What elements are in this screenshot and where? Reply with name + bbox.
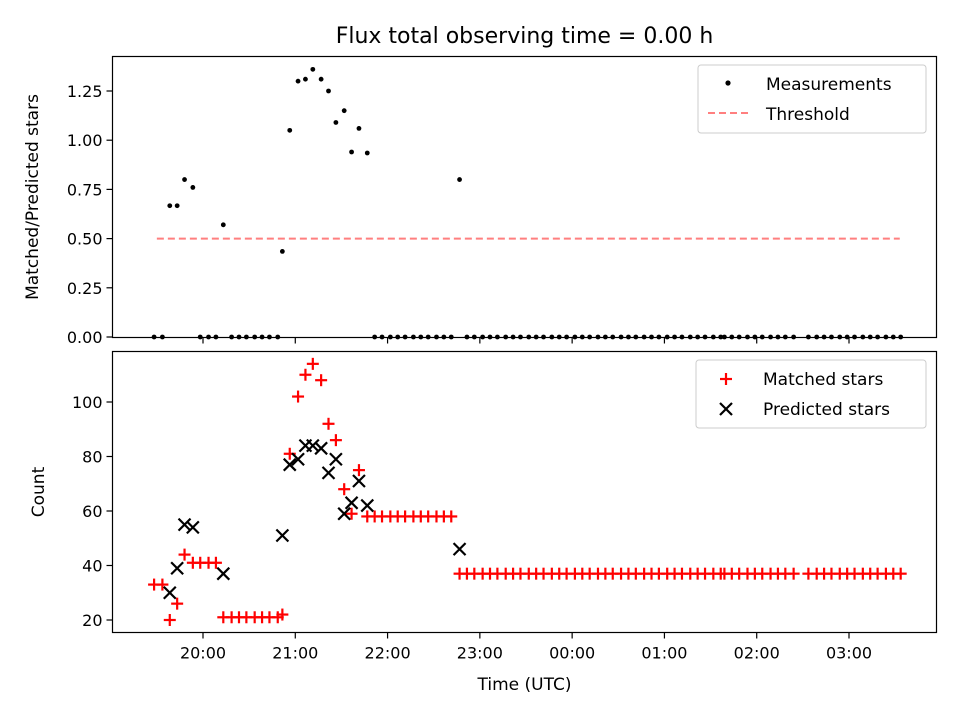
figure-title: Flux total observing time = 0.00 h [336,24,714,49]
predicted-star-point [337,506,351,521]
matched-star-point [338,483,351,496]
bottom-y-tick-label: 100 [72,393,103,412]
bottom-x-tick-label: 00:00 [549,644,595,663]
bottom-x-tick-label: 21:00 [272,644,318,663]
bottom-y-axis-label: Count [29,466,49,517]
predicted-star-point [329,452,343,467]
top-x-tick-marks [202,337,850,344]
measurement-point [341,108,347,114]
matched-star-point [787,567,800,580]
bottom-x-tick-label: 01:00 [641,644,687,663]
matched-star-point [292,390,305,403]
measurement-point [287,127,293,133]
bottom-y-tick-label: 80 [82,448,102,467]
predicted-star-point [321,466,336,480]
measurement-point [303,76,308,82]
measurement-point [310,66,316,72]
measurement-point [457,177,462,182]
top-y-tick-label: 0.75 [67,180,103,199]
measurement-point [318,76,324,82]
measurement-point [356,125,362,131]
measurement-point [279,248,285,254]
predicted-star-point [452,542,467,556]
predicted-star-point [306,438,320,453]
bottom-y-ticks: 20 40 60 80 100 [72,393,113,630]
measurement-point [326,88,331,94]
top-y-axis-label: Matched/Predicted stars [23,94,43,300]
top-y-tick-label: 0.50 [67,230,103,249]
matched-star-point [171,597,184,610]
measurement-point [295,78,301,84]
predicted-star-point [162,585,177,600]
top-y-tick-label: 0.00 [67,328,103,347]
matched-star-point [163,614,176,626]
predicted-star-point [291,452,305,467]
top-plot-marks [151,66,904,340]
matched-star-point [156,578,169,591]
matched-star-point [315,374,328,387]
predicted-star-point [344,496,359,510]
matched-star-point [306,357,319,370]
bottom-x-axis-label: Time (UTC) [477,675,572,695]
predicted-star-point [170,561,184,576]
bottom-legend: Matched stars Predicted stars [695,359,927,429]
matched-star-point [329,434,342,447]
measurement-point [349,149,354,155]
predicted-star-point [282,457,297,472]
bottom-panel: 20 40 60 80 100 20:00 21:00 22:00 23:00 00:00 01:… [29,350,938,695]
matched-star-point [345,507,358,520]
matched-star-point [894,567,907,580]
top-legend: Measurements Threshold [697,64,927,134]
matched-star-point [445,510,458,523]
predicted-star-point [177,517,192,532]
bottom-x-tick-label: 22:00 [365,644,411,663]
legend-predicted-label: Predicted stars [763,400,890,420]
matched-star-point [209,556,222,569]
measurement-point [174,203,180,209]
matched-star-point [352,464,365,477]
measurement-point [333,120,339,125]
predicted-star-point [352,474,366,488]
top-panel: 0.00 0.25 0.50 0.75 1.00 1.25 Matched/Predict… [23,55,938,347]
top-y-ticks: 0.00 0.25 0.50 0.75 1.00 1.25 [67,82,113,347]
matched-star-point [276,608,289,621]
measurement-point [220,222,226,228]
predicted-star-point [314,441,328,456]
bottom-y-tick-label: 40 [82,557,102,576]
measurement-point [182,177,187,182]
top-y-tick-label: 1.00 [67,131,103,150]
legend-predicted-marker [719,402,733,416]
legend-measurements-label: Measurements [766,75,892,95]
predicted-star-point [360,498,375,513]
bottom-x-tick-label: 02:00 [734,644,780,663]
matched-star-point [178,548,191,561]
legend-matched-marker [720,373,732,385]
bottom-y-tick-label: 20 [82,611,102,630]
bottom-y-tick-label: 60 [82,502,102,521]
top-y-tick-label: 0.25 [67,279,103,298]
measurement-point [364,150,370,156]
predicted-star-point [216,566,231,581]
top-axes-frame [111,55,938,339]
predicted-star-point [275,528,290,543]
legend-matched-label: Matched stars [763,370,883,390]
legend-measurements-marker [725,80,731,86]
legend-threshold-label: Threshold [765,105,850,125]
top-legend-box [697,64,927,134]
bottom-x-ticks: 20:00 21:00 22:00 23:00 00:00 01:00 02:00 03:00 [180,632,872,663]
bottom-axes-frame [111,350,938,634]
matched-star-point [299,368,312,381]
bottom-x-tick-label: 20:00 [180,644,226,663]
matched-star-point [322,417,335,430]
measurement-point [167,203,173,209]
measurement-point [190,185,196,190]
predicted-star-point [186,520,200,535]
bottom-x-tick-label: 23:00 [457,644,503,663]
bottom-plot-marks [148,357,907,626]
bottom-x-tick-label: 03:00 [826,644,872,663]
bottom-legend-box [695,359,927,429]
top-y-tick-label: 1.25 [67,82,103,101]
